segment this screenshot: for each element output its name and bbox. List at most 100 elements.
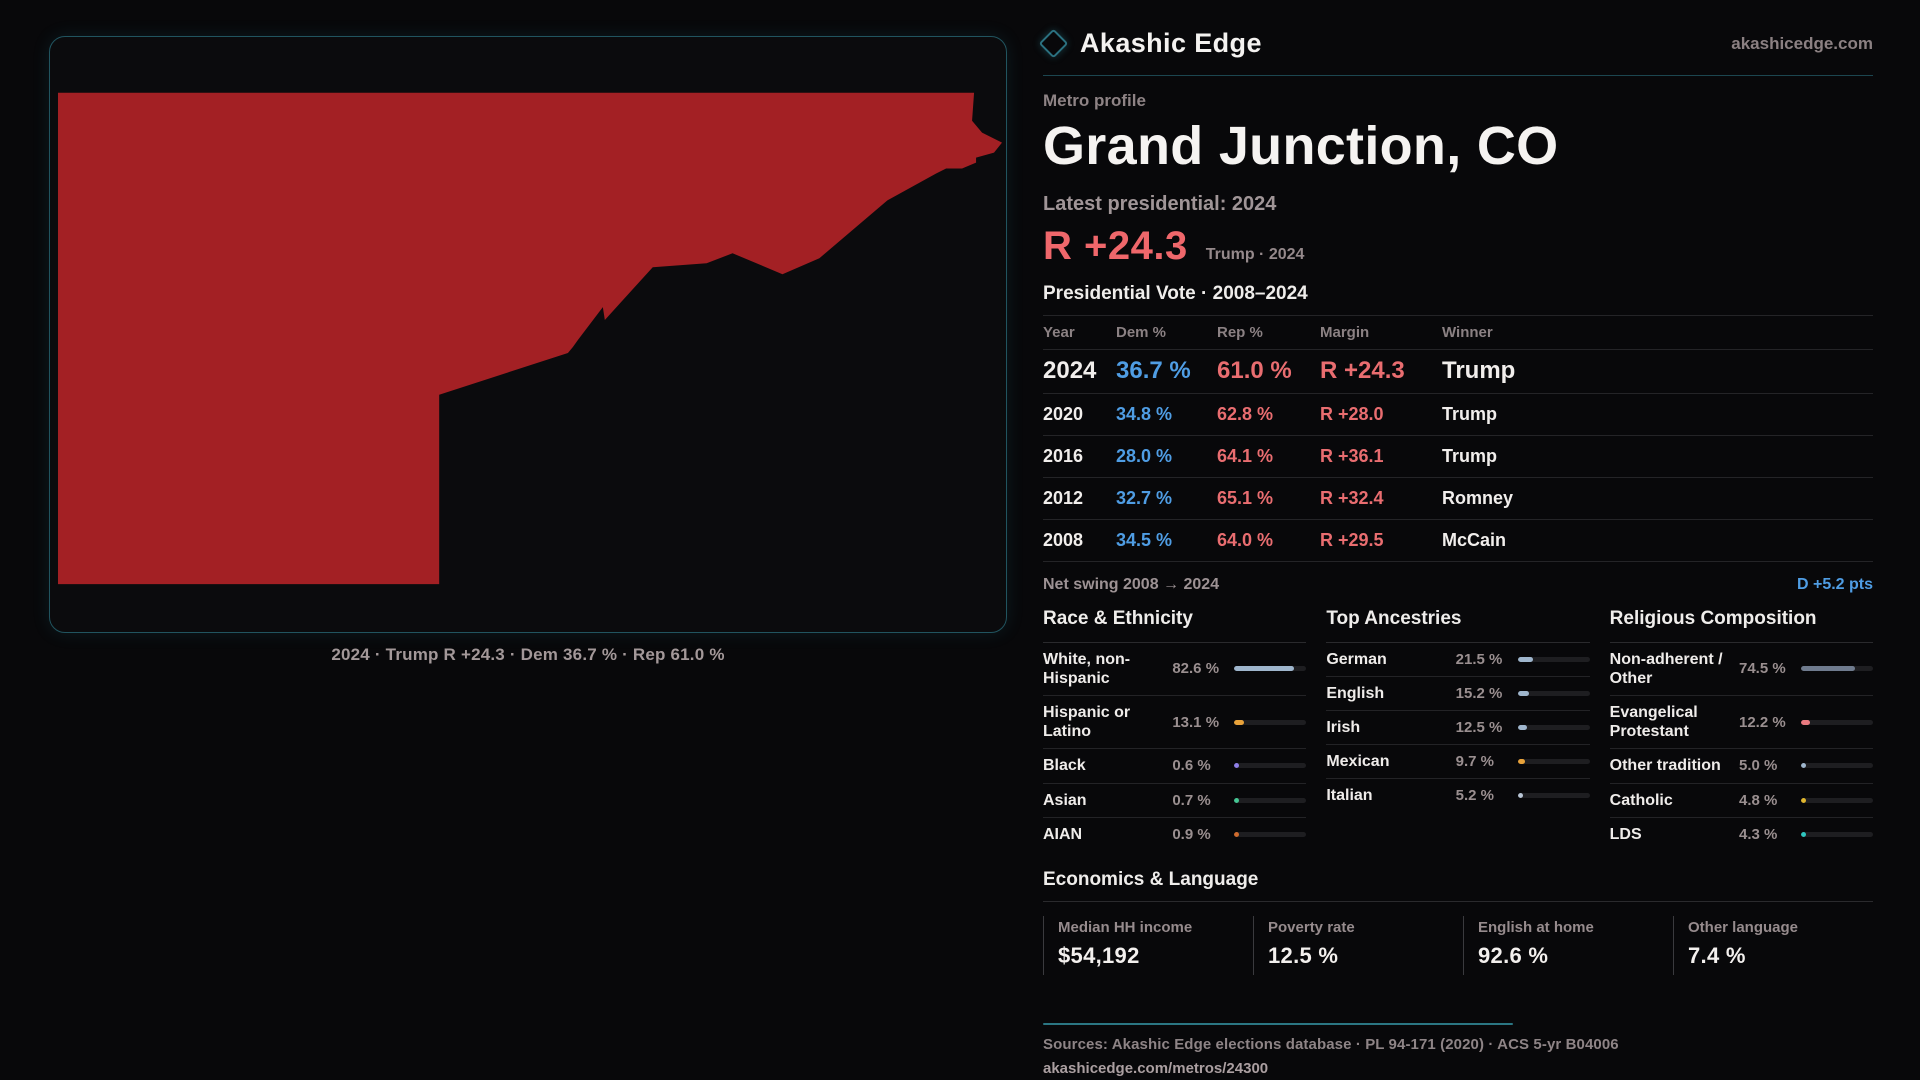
economics-title: Economics & Language [1043, 869, 1873, 902]
demo-bar-track [1517, 656, 1590, 662]
demo-label: Hispanic or Latino [1043, 704, 1131, 741]
demo-label: LDS [1609, 825, 1642, 843]
col-winner: Winner [1442, 323, 1493, 341]
demo-value: 4.3 % [1739, 825, 1778, 843]
profile-column: Akashic Edge akashicedge.com Metro profi… [1038, 28, 1873, 1078]
demo-value: 13.1 % [1172, 713, 1220, 731]
stat-label: English at home [1478, 918, 1594, 936]
demo-bar-track [1517, 725, 1590, 731]
demo-label: Evangelical Protestant [1609, 704, 1698, 741]
stat-english-at-home: English at home 92.6 % [1463, 915, 1663, 975]
demo-row: Evangelical Protestant 12.2 % [1609, 696, 1873, 750]
winner-cell: Trump [1442, 357, 1516, 385]
vote-row-2016: 2016 28.0 % 64.1 % R +36.1 Trump [1043, 434, 1873, 477]
demo-bar-track [1234, 666, 1307, 672]
rep-cell: 61.0 % [1217, 357, 1292, 385]
demo-value: 82.6 % [1172, 660, 1220, 678]
dem-cell: 34.5 % [1116, 529, 1173, 550]
stat-value: 12.5 % [1268, 942, 1339, 968]
demo-label: Irish [1326, 719, 1361, 736]
demo-value: 0.7 % [1172, 791, 1211, 809]
permalink[interactable]: akashicedge.com/metros/24300 [1043, 1059, 1269, 1077]
demo-value: 21.5 % [1455, 650, 1503, 668]
latest-presidential-label: Latest presidential: 2024 [1043, 192, 1277, 215]
county-map [57, 92, 1003, 585]
demo-label: Asian [1043, 791, 1087, 809]
section-top-ancestries: Top Ancestries German 21.5 % English 15.… [1326, 608, 1590, 813]
demo-bar-track [1801, 831, 1873, 837]
demo-label: Mexican [1326, 753, 1390, 771]
county-map-panel [49, 36, 1007, 633]
headline-margin-note: Trump · 2024 [1205, 245, 1305, 263]
economics-stats: Median HH income $54,192 Poverty rate 12… [1043, 915, 1873, 975]
demo-bar-fill [1234, 719, 1244, 725]
demo-row: Irish 12.5 % [1326, 711, 1590, 746]
demo-bar-fill [1517, 656, 1534, 662]
demo-row: German 21.5 % [1326, 643, 1590, 677]
demo-row: Non-adherent / Other 74.5 % [1609, 643, 1873, 696]
stat-label: Median HH income [1058, 918, 1193, 936]
dem-cell: 32.7 % [1116, 487, 1173, 508]
brand: Akashic Edge [1038, 28, 1262, 59]
margin-cell: R +29.5 [1320, 529, 1384, 550]
rep-cell: 65.1 % [1217, 487, 1274, 508]
demo-bar-fill [1801, 797, 1806, 803]
year-cell: 2024 [1043, 357, 1097, 385]
vote-table-header: Year Dem % Rep % Margin Winner [1043, 314, 1873, 349]
col-year: Year [1043, 323, 1075, 341]
demo-bar-fill [1517, 725, 1527, 731]
demo-label: Non-adherent / Other [1609, 650, 1723, 687]
section-title: Religious Composition [1609, 608, 1873, 643]
demo-value: 15.2 % [1455, 684, 1503, 702]
col-dem: Dem % [1116, 323, 1167, 341]
demo-row: Italian 5.2 % [1326, 779, 1590, 812]
demo-bar-track [1234, 719, 1307, 725]
margin-cell: R +32.4 [1320, 487, 1384, 508]
demo-bar-track [1517, 793, 1590, 799]
stat-value: 7.4 % [1688, 942, 1746, 968]
demo-label: Catholic [1609, 791, 1673, 809]
brand-diamond-icon [1038, 28, 1069, 59]
year-cell: 2008 [1043, 529, 1084, 550]
vote-row-2012: 2012 32.7 % 65.1 % R +32.4 Romney [1043, 476, 1873, 519]
footer-divider [1043, 1022, 1513, 1025]
stat-value: $54,192 [1058, 942, 1140, 968]
demo-value: 0.6 % [1172, 757, 1211, 775]
demo-row: White, non-Hispanic 82.6 % [1043, 643, 1307, 696]
site-link[interactable]: akashicedge.com [1731, 33, 1873, 53]
demographics-grid: Race & Ethnicity White, non-Hispanic 82.… [1043, 608, 1873, 851]
stat-other-language: Other language 7.4 % [1673, 915, 1873, 975]
net-swing-label: Net swing 2008 → 2024 [1043, 575, 1220, 593]
demo-bar-fill [1517, 759, 1525, 765]
map-caption: 2024 · Trump R +24.3 · Dem 36.7 % · Rep … [331, 645, 725, 664]
headline-margin-value: R +24.3 [1043, 223, 1188, 268]
kicker: Metro profile [1043, 91, 1146, 110]
col-margin: Margin [1320, 323, 1370, 341]
demo-row: Hispanic or Latino 13.1 % [1043, 696, 1307, 750]
net-swing-row: Net swing 2008 → 2024 D +5.2 pts [1043, 560, 1873, 594]
demo-row: AIAN 0.9 % [1043, 818, 1307, 851]
demo-label: White, non-Hispanic [1043, 650, 1131, 687]
sources-line: Sources: Akashic Edge elections database… [1043, 1035, 1619, 1053]
demo-bar-track [1801, 763, 1873, 769]
rep-cell: 64.0 % [1217, 529, 1274, 550]
demo-bar-track [1801, 666, 1873, 672]
demo-bar-track [1801, 797, 1873, 803]
dem-cell: 28.0 % [1116, 445, 1173, 466]
demo-bar-fill [1234, 666, 1294, 672]
section-race-ethnicity: Race & Ethnicity White, non-Hispanic 82.… [1043, 608, 1307, 851]
demo-bar-track [1234, 797, 1307, 803]
year-cell: 2016 [1043, 445, 1084, 466]
demo-bar-fill [1517, 690, 1529, 696]
demo-value: 74.5 % [1739, 660, 1786, 678]
demo-bar-track [1234, 763, 1307, 769]
footer: Sources: Akashic Edge elections database… [1043, 1022, 1873, 1078]
stat-label: Poverty rate [1268, 918, 1355, 936]
demo-value: 5.2 % [1455, 787, 1495, 805]
demo-bar-fill [1234, 797, 1240, 803]
margin-cell: R +24.3 [1320, 357, 1405, 385]
demo-value: 12.2 % [1739, 713, 1786, 731]
page-title: Grand Junction, CO [1043, 116, 1559, 176]
margin-cell: R +28.0 [1320, 403, 1384, 424]
vote-row-2020: 2020 34.8 % 62.8 % R +28.0 Trump [1043, 392, 1873, 435]
